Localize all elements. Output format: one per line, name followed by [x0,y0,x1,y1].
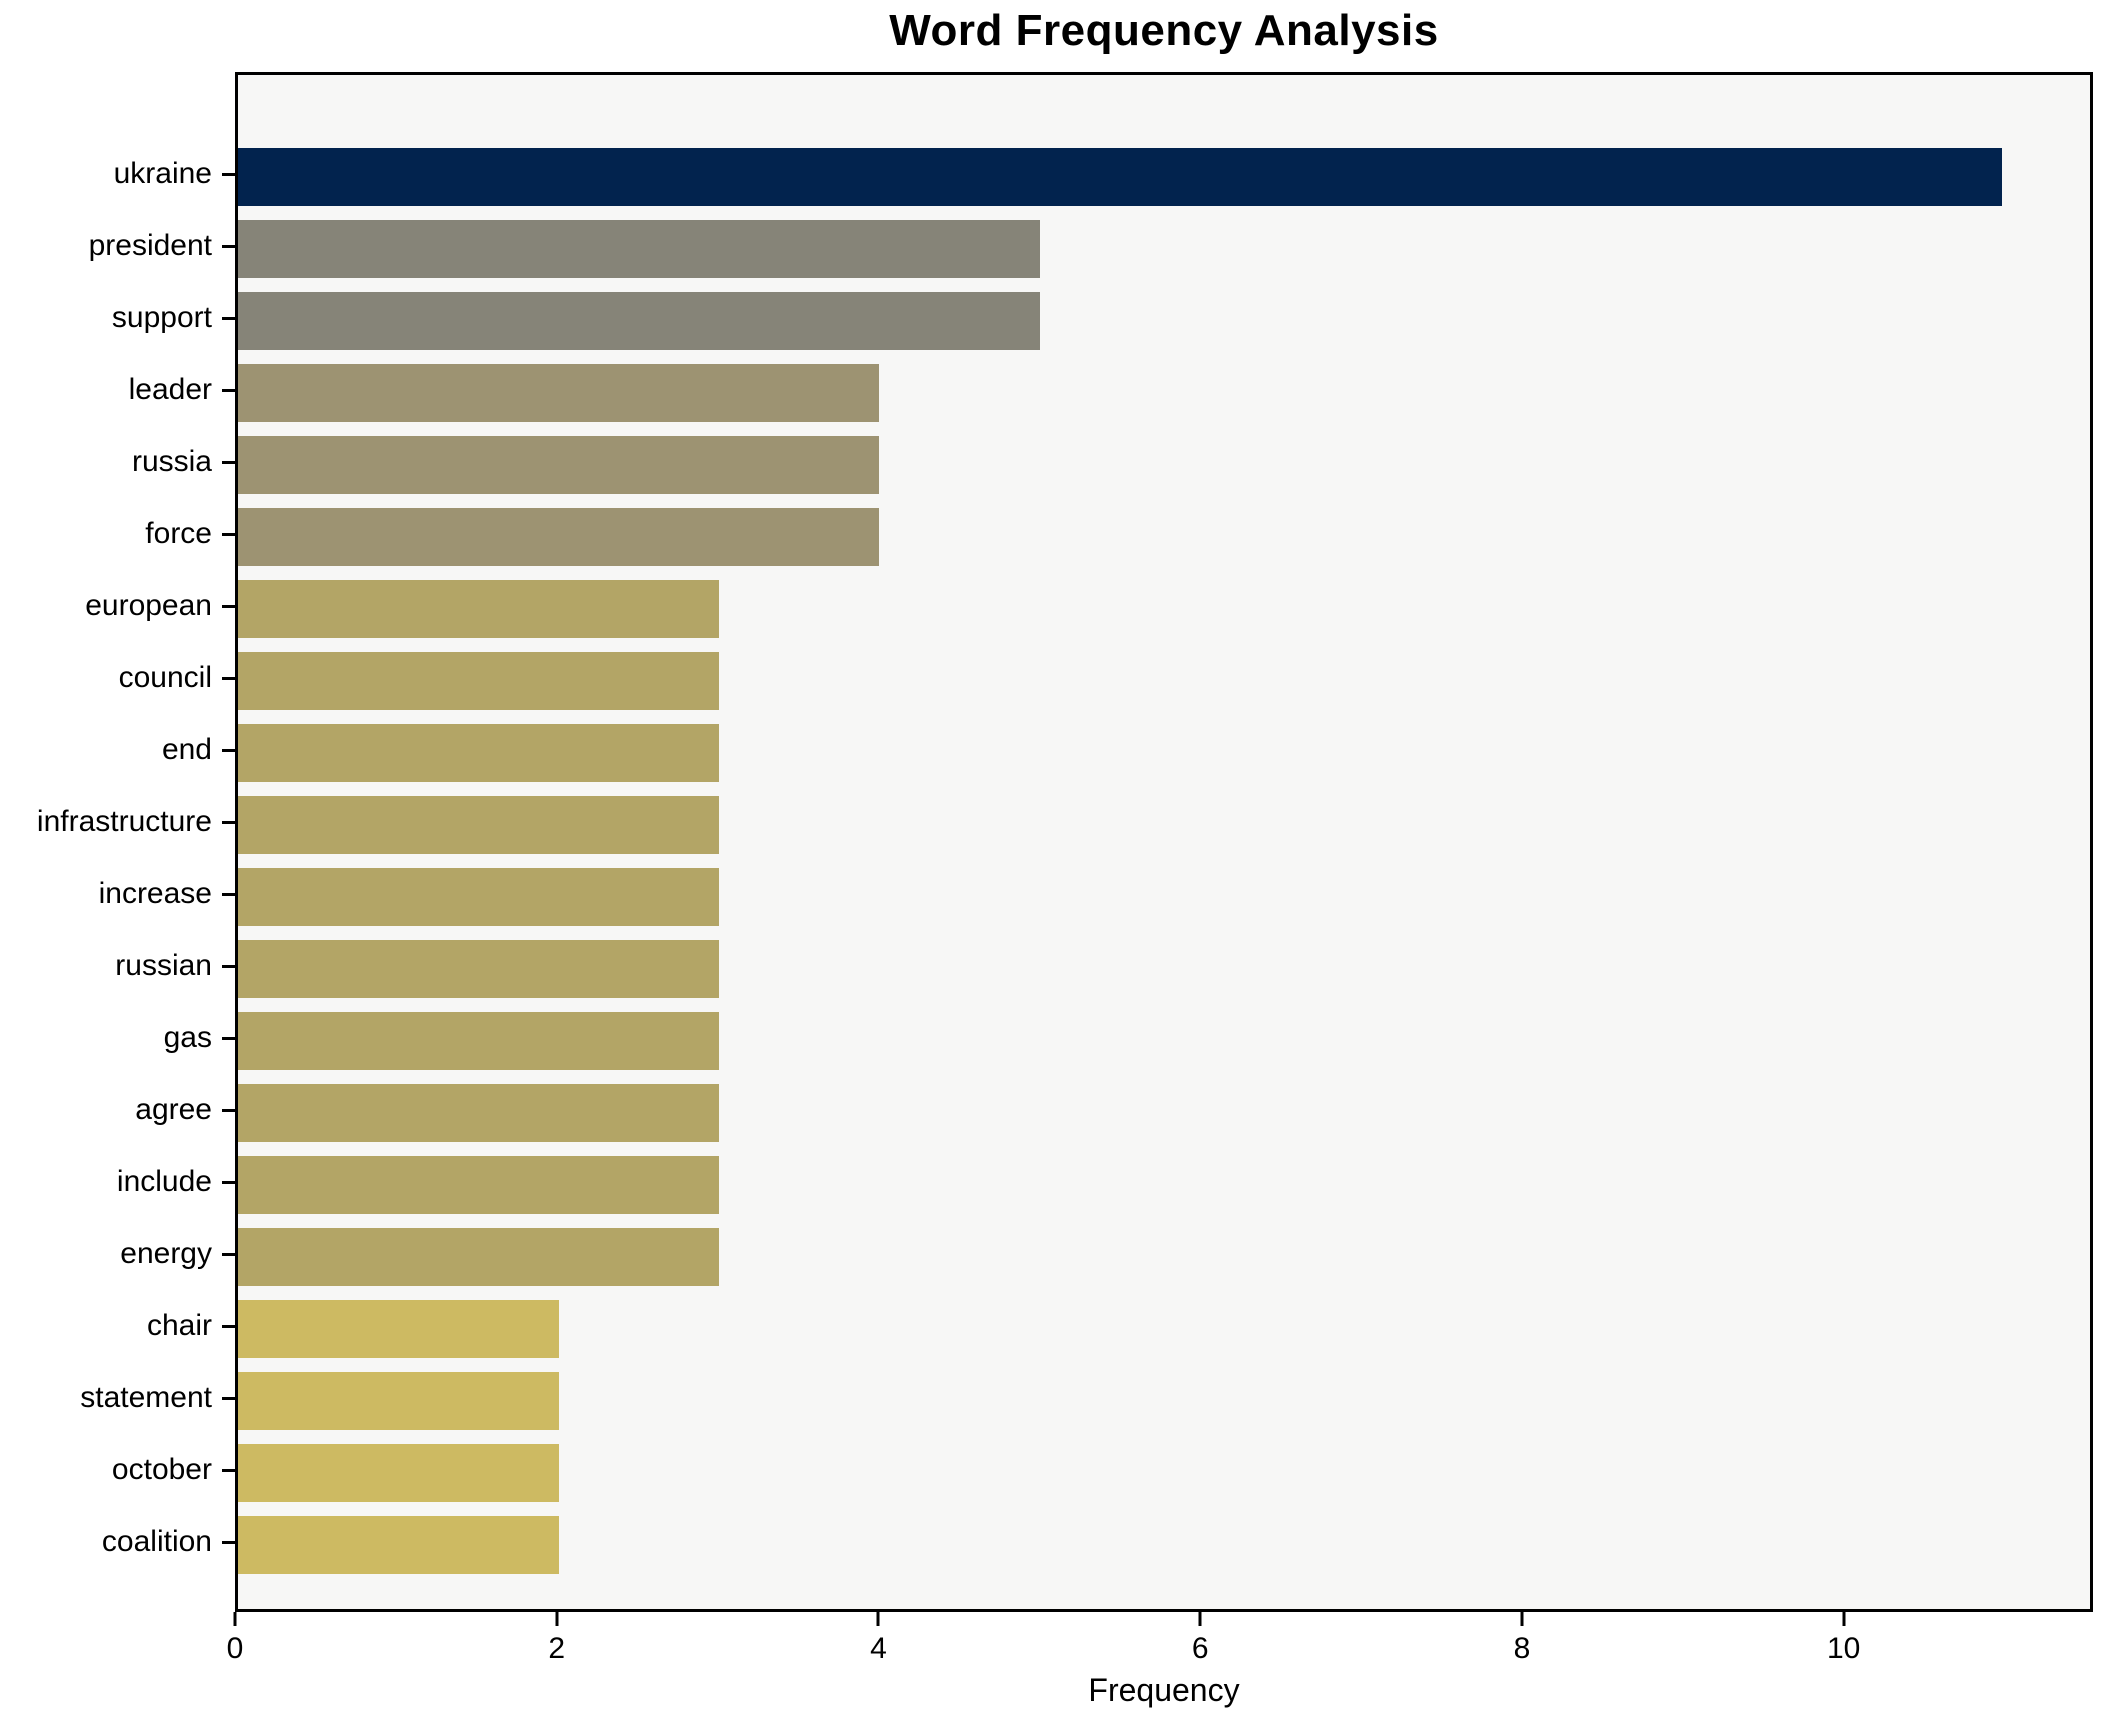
bar-row-ukraine [238,141,2090,213]
y-tick-mark [222,748,235,752]
y-tick-mark [222,388,235,392]
bar-increase [238,868,720,926]
y-tick-label-include: include [116,1165,212,1198]
bar-ukraine [238,148,2002,206]
bars-layer [238,141,2090,1581]
y-tick-label-infrastructure: infrastructure [36,805,212,838]
x-tick-mark-4 [876,1612,880,1626]
y-tick-mark [222,460,235,464]
y-tick-label-statement: statement [80,1381,212,1414]
y-tick-mark [222,604,235,608]
bar-row-force [238,501,2090,573]
y-tick-label-october: october [111,1453,212,1486]
y-axis-labels: ukraine president support leader russia force… [0,138,212,1578]
bar-row-agree [238,1077,2090,1149]
y-tick-label-european: european [85,589,212,622]
bar-row-infrastructure [238,789,2090,861]
y-tick-label-chair: chair [146,1309,212,1342]
x-axis-title: Frequency [1088,1672,1240,1708]
bar-russia [238,436,880,494]
y-tick-mark [222,316,235,320]
y-tick-mark [222,1396,235,1400]
bar-gas [238,1012,720,1070]
y-tick-label-coalition: coalition [101,1525,212,1558]
bar-row-end [238,717,2090,789]
bar-include [238,1156,720,1214]
bar-end [238,724,720,782]
x-tick-mark-0 [233,1612,237,1626]
y-tick-mark [222,532,235,536]
bar-row-russian [238,933,2090,1005]
y-tick-label-russia: russia [131,445,212,478]
y-tick-mark [222,1468,235,1472]
bar-row-increase [238,861,2090,933]
y-tick-label-gas: gas [163,1021,212,1054]
y-tick-mark [222,244,235,248]
x-tick-mark-8 [1520,1612,1524,1626]
y-tick-mark [222,964,235,968]
y-tick-label-agree: agree [135,1093,212,1126]
bar-chair [238,1300,559,1358]
bar-president [238,220,1040,278]
bar-row-include [238,1149,2090,1221]
y-tick-label-support: support [111,301,212,334]
y-tick-mark [222,1108,235,1112]
bar-coalition [238,1516,559,1574]
bar-european [238,580,720,638]
bar-council [238,652,720,710]
y-tick-mark [222,1180,235,1184]
x-tick-mark-10 [1842,1612,1846,1626]
bar-row-chair [238,1293,2090,1365]
x-tick-label-10: 10 [1826,1632,1861,1665]
bar-row-support [238,285,2090,357]
y-tick-label-council: council [118,661,212,694]
x-tick-label-8: 8 [1513,1632,1531,1665]
chart-title: Word Frequency Analysis [889,6,1439,55]
y-tick-mark [222,172,235,176]
bar-infrastructure [238,796,720,854]
y-tick-mark [222,892,235,896]
bar-statement [238,1372,559,1430]
bar-row-coalition [238,1509,2090,1581]
y-tick-label-increase: increase [98,877,212,910]
bar-force [238,508,880,566]
y-tick-label-russian: russian [115,949,212,982]
y-tick-mark [222,676,235,680]
bar-energy [238,1228,720,1286]
bar-row-gas [238,1005,2090,1077]
plot-area [235,72,2093,1612]
y-tick-mark [222,1324,235,1328]
bar-row-energy [238,1221,2090,1293]
bar-row-leader [238,357,2090,429]
bar-russian [238,940,720,998]
x-axis: 0 2 4 6 8 10 Frequency [227,1612,2093,1722]
x-tick-label-0: 0 [226,1632,244,1665]
bar-row-october [238,1437,2090,1509]
y-tick-mark [222,820,235,824]
bar-row-council [238,645,2090,717]
y-tick-label-president: president [88,229,212,262]
y-tick-mark [222,1036,235,1040]
y-tick-label-ukraine: ukraine [113,157,212,190]
bar-support [238,292,1040,350]
bar-row-european [238,573,2090,645]
y-tick-mark [222,1540,235,1544]
bar-leader [238,364,880,422]
y-tick-label-force: force [145,517,212,550]
x-tick-label-4: 4 [870,1632,887,1665]
y-tick-label-end: end [161,733,212,766]
bar-agree [238,1084,720,1142]
bar-october [238,1444,559,1502]
y-tick-mark [222,1252,235,1256]
y-tick-label-leader: leader [128,373,212,406]
bar-row-president [238,213,2090,285]
x-tick-label-2: 2 [548,1632,566,1665]
bar-row-russia [238,429,2090,501]
x-tick-mark-2 [555,1612,559,1626]
y-tick-label-energy: energy [120,1237,212,1270]
x-tick-label-6: 6 [1191,1632,1209,1665]
bar-row-statement [238,1365,2090,1437]
x-tick-mark-6 [1198,1612,1202,1626]
